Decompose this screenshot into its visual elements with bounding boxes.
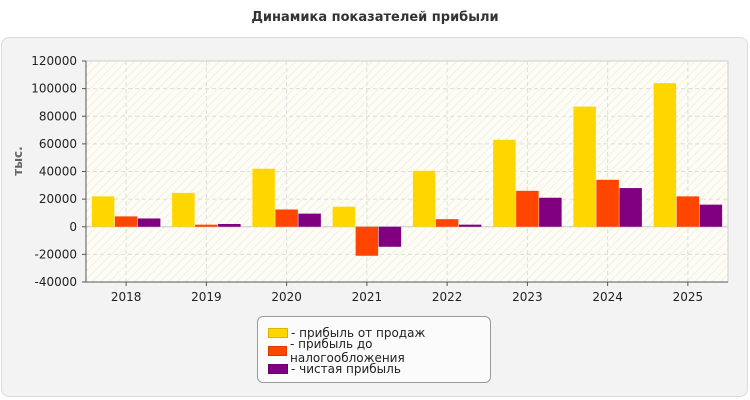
bar: [573, 106, 596, 227]
legend-label: - чистая прибыль: [291, 362, 401, 376]
legend-label: - прибыль от продаж: [291, 326, 426, 340]
legend-swatch-0: [268, 328, 288, 338]
bar: [195, 224, 218, 227]
legend-label: - прибыль до налогообложения: [290, 337, 405, 365]
bar: [699, 204, 723, 227]
bar: [378, 226, 402, 247]
bar: [172, 192, 195, 227]
bar: [275, 209, 298, 227]
chart-title: Динамика показателей прибыли: [251, 10, 499, 25]
y-tick-label: 80000: [39, 109, 77, 123]
bar: [412, 170, 436, 227]
x-tick-label: 2023: [512, 290, 543, 304]
bar: [539, 197, 562, 227]
plot-area: [85, 60, 729, 283]
x-tick-label: 2020: [271, 290, 302, 304]
y-tick-label: -20000: [34, 247, 77, 261]
bar: [91, 196, 115, 227]
x-tick-label: 2021: [352, 290, 383, 304]
y-tick-label: 120000: [31, 54, 77, 68]
x-tick-label: 2018: [111, 290, 142, 304]
x-tick-label: 2022: [432, 290, 463, 304]
legend-swatch-2: [268, 364, 288, 374]
bar: [619, 188, 642, 227]
bars-group: [91, 83, 723, 256]
y-axis-label: тыс.: [11, 146, 25, 175]
y-tick-label: 0: [69, 220, 77, 234]
bar: [137, 218, 161, 227]
legend-swatch-1: [268, 346, 288, 356]
y-tick-label: 20000: [39, 192, 77, 206]
x-tick-label: 2024: [592, 290, 623, 304]
legend-item: - прибыль от продаж: [268, 324, 480, 342]
bar: [252, 168, 275, 227]
y-tick-label: 60000: [39, 137, 77, 151]
axes-group: -40000 -20000 0 20000 40000 60000 80000 100000 1…: [31, 54, 728, 304]
bar: [653, 83, 677, 227]
bar: [298, 213, 321, 227]
y-tick-label: -40000: [34, 275, 77, 289]
bar: [218, 223, 241, 227]
bar: [332, 206, 356, 227]
legend-item: - прибыль до налогообложения: [268, 337, 480, 365]
bar: [596, 179, 619, 227]
bar: [516, 190, 539, 227]
bar: [676, 196, 700, 227]
x-tick-label: 2025: [673, 290, 704, 304]
y-tick-label: 100000: [31, 82, 77, 96]
bar: [493, 139, 516, 227]
bar: [435, 219, 459, 227]
x-tick-label: 2019: [191, 290, 222, 304]
bar: [355, 226, 379, 256]
legend: - прибыль от продаж - прибыль до налогоо…: [257, 316, 491, 383]
bar: [114, 216, 138, 227]
legend-item: - чистая прибыль: [268, 360, 480, 378]
bar: [458, 224, 482, 227]
y-tick-label: 40000: [39, 165, 77, 179]
